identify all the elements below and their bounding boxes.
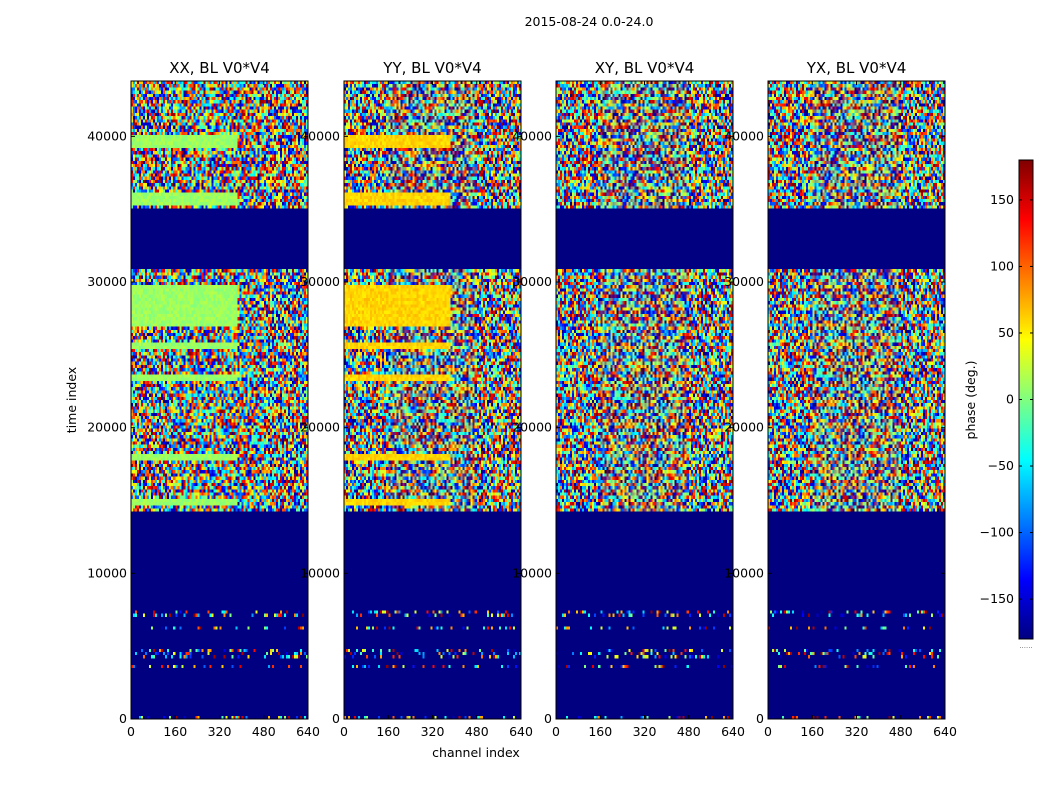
x-tick-label: 160: [376, 724, 400, 739]
y-tick-label: 10000: [300, 565, 340, 580]
y-tick-label: 20000: [300, 420, 340, 435]
x-tick-label: 320: [208, 724, 232, 739]
y-tick-label: 20000: [512, 420, 552, 435]
x-tick-label: 640: [933, 724, 957, 739]
colorbar-tick-label: −150: [980, 591, 1014, 606]
panel-yx: YX, BL V0*V4 0 160 320 480 640 0 10000 20000 3000…: [724, 59, 957, 739]
y-axis-label: time index: [64, 367, 79, 433]
x-tick-label: 480: [465, 724, 489, 739]
x-tick-label: 160: [588, 724, 612, 739]
x-tick-label: 320: [421, 724, 445, 739]
colorbar: −150 −100 −50 0 50 100 150: [980, 159, 1034, 640]
colorbar-tick-label: 50: [998, 325, 1014, 340]
phase-heatmap-image: [131, 81, 308, 719]
x-tick-label: 480: [889, 724, 913, 739]
panel-yy: YY, BL V0*V4 0 160 320 480 640 0 10000 20000 3000…: [300, 59, 533, 739]
x-axis-label: channel index: [432, 745, 520, 760]
x-tick-label: 0: [127, 724, 135, 739]
colorbar-tick-label: 0: [1006, 392, 1014, 407]
panel-title: XY, BL V0*V4: [595, 59, 695, 77]
y-tick-label: 40000: [724, 128, 764, 143]
y-tick-label: 10000: [724, 565, 764, 580]
x-tick-label: 0: [340, 724, 348, 739]
colorbar-tick-label: −100: [980, 525, 1014, 540]
colorbar-tick-label: 150: [990, 192, 1014, 207]
y-tick-label: 30000: [87, 274, 127, 289]
y-tick-label: 30000: [512, 274, 552, 289]
y-tick-label: 10000: [512, 565, 552, 580]
colorbar-tick-label: 100: [990, 258, 1014, 273]
y-tick-label: 40000: [87, 128, 127, 143]
x-tick-label: 480: [677, 724, 701, 739]
x-tick-label: 640: [509, 724, 533, 739]
colorbar-label: phase (deg.): [963, 361, 978, 440]
x-tick-label: 480: [252, 724, 276, 739]
y-tick-label: 40000: [300, 128, 340, 143]
panels-group: XX, BL V0*V4 0 160 320 480 640 0 10000 20000 3000…: [87, 59, 957, 739]
x-tick-label: 0: [552, 724, 560, 739]
y-tick-label: 10000: [87, 565, 127, 580]
panel-xx: XX, BL V0*V4 0 160 320 480 640 0 10000 20000 3000…: [87, 59, 320, 739]
panel-xy: XY, BL V0*V4 0 160 320 480 640 0 10000 20000 3000…: [512, 59, 745, 739]
x-tick-label: 160: [163, 724, 187, 739]
y-tick-label: 40000: [512, 128, 552, 143]
panel-title: YY, BL V0*V4: [382, 59, 481, 77]
x-tick-label: 320: [845, 724, 869, 739]
phase-heatmap-image: [344, 81, 521, 719]
y-tick-label: 0: [119, 711, 127, 726]
x-tick-label: 0: [764, 724, 772, 739]
y-tick-label: 30000: [300, 274, 340, 289]
y-tick-label: 0: [756, 711, 764, 726]
x-tick-label: 640: [721, 724, 745, 739]
colorbar-tick-label: −50: [988, 458, 1014, 473]
colorbar-extra-label: ......: [1019, 642, 1032, 650]
y-tick-label: 30000: [724, 274, 764, 289]
panel-title: YX, BL V0*V4: [806, 59, 907, 77]
figure-suptitle: 2015-08-24 0.0-24.0: [525, 14, 654, 29]
x-tick-label: 160: [800, 724, 824, 739]
x-tick-label: 320: [633, 724, 657, 739]
y-tick-label: 0: [332, 711, 340, 726]
y-tick-label: 0: [544, 711, 552, 726]
y-tick-label: 20000: [724, 420, 764, 435]
phase-heatmap-image: [556, 81, 733, 719]
x-tick-label: 640: [296, 724, 320, 739]
phase-heatmap-image: [768, 81, 945, 719]
y-tick-label: 20000: [87, 420, 127, 435]
panel-title: XX, BL V0*V4: [169, 59, 270, 77]
